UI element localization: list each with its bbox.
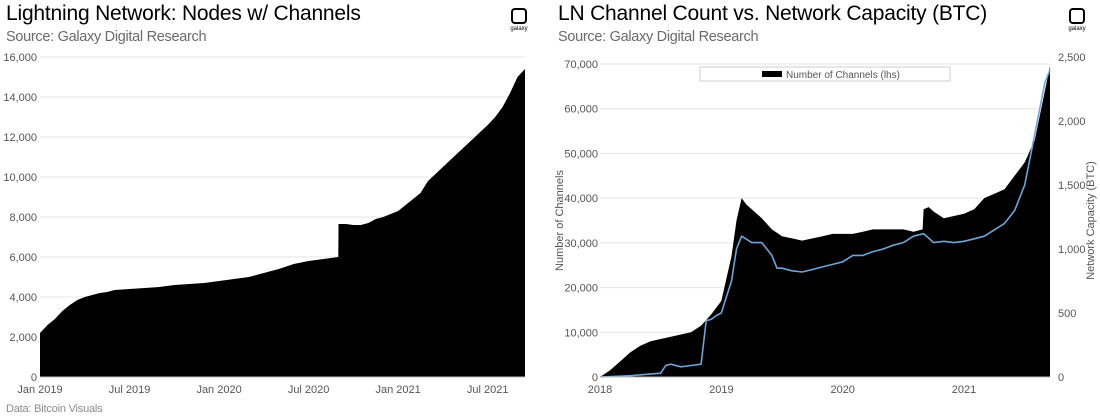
right-y-tick-label: 20,000 [564,283,598,295]
left-chart-subtitle: Source: Galaxy Digital Research [6,29,207,45]
right-y-tick-label: 0 [592,372,598,384]
right-y-axis-title: Number of Channels [554,170,566,271]
galaxy-logo-icon [511,8,527,24]
right-y2-tick-label: 0 [1058,372,1064,384]
right-y-tick-label: 40,000 [564,193,598,205]
right-chart-subtitle: Source: Galaxy Digital Research [558,29,759,45]
right-y-tick-label: 50,000 [564,148,598,160]
right-x-tick-label: 2021 [952,384,976,396]
right-y2-tick-label: 1,000 [1058,244,1086,256]
nodes-chart-panel: Lightning Network: Nodes w/ Channels Sou… [0,0,545,418]
right-y-tick-label: 10,000 [564,327,598,339]
left-chart-title: Lightning Network: Nodes w/ Channels [6,2,361,25]
left-y-tick-label: 6,000 [9,252,37,264]
channels-capacity-chart-panel: LN Channel Count vs. Network Capacity (B… [552,0,1100,418]
nodes-area-chart: 0 2,000 4,000 6,000 8,000 10,000 12,000 14,000 1… [3,52,525,396]
nodes-area-series [40,69,525,377]
left-y-tick-label: 16,000 [3,52,37,64]
right-x-tick-label: 2020 [830,384,854,396]
galaxy-logo-right-icon [1069,8,1085,24]
left-x-tick-label: Jul 2019 [109,384,151,396]
left-x-tick-label: Jan 2021 [376,384,421,396]
legend-swatch-channels [762,71,782,77]
right-x-tick-label: 2019 [709,384,733,396]
right-y-tick-label: 70,000 [564,59,598,71]
left-x-tick-label: Jul 2020 [288,384,330,396]
left-y-tick-label: 14,000 [3,92,37,104]
galaxy-logo-text: galaxy [510,26,528,32]
right-y2-axis-title: Network Capacity (BTC) [1085,161,1097,280]
channels-capacity-chart: 0 10,000 20,000 30,000 40,000 50,000 60,000 70,… [554,52,1097,396]
right-y2-tick-label: 2,000 [1058,116,1086,128]
left-x-tick-label: Jan 2019 [17,384,62,396]
legend-box [699,66,951,82]
right-y2-tick-label: 2,500 [1058,52,1086,64]
right-y2-tick-label: 500 [1058,308,1076,320]
left-y-tick-label: 4,000 [9,292,37,304]
galaxy-logo-right-text: galaxy [1068,26,1086,32]
right-y-tick-label: 60,000 [564,104,598,116]
right-y2-tick-label: 1,500 [1058,180,1086,192]
galaxy-logo-right: galaxy [1064,8,1090,32]
channels-area-series [600,66,1050,377]
left-y-tick-label: 2,000 [9,332,37,344]
left-x-tick-label: Jul 2021 [467,384,509,396]
left-y-tick-label: 10,000 [3,172,37,184]
right-y-tick-label: 30,000 [564,238,598,250]
legend-label-channels: Number of Channels (lhs) [786,70,900,81]
data-source-footnote: Data: Bitcoin Visuals [6,403,103,415]
galaxy-logo: galaxy [506,8,532,32]
left-y-tick-label: 0 [31,372,37,384]
right-x-tick-label: 2018 [588,384,612,396]
left-y-tick-label: 12,000 [3,132,37,144]
left-y-tick-label: 8,000 [9,212,37,224]
left-x-tick-label: Jan 2020 [196,384,241,396]
right-chart-title: LN Channel Count vs. Network Capacity (B… [558,2,988,25]
capacity-line-series [599,69,1051,378]
